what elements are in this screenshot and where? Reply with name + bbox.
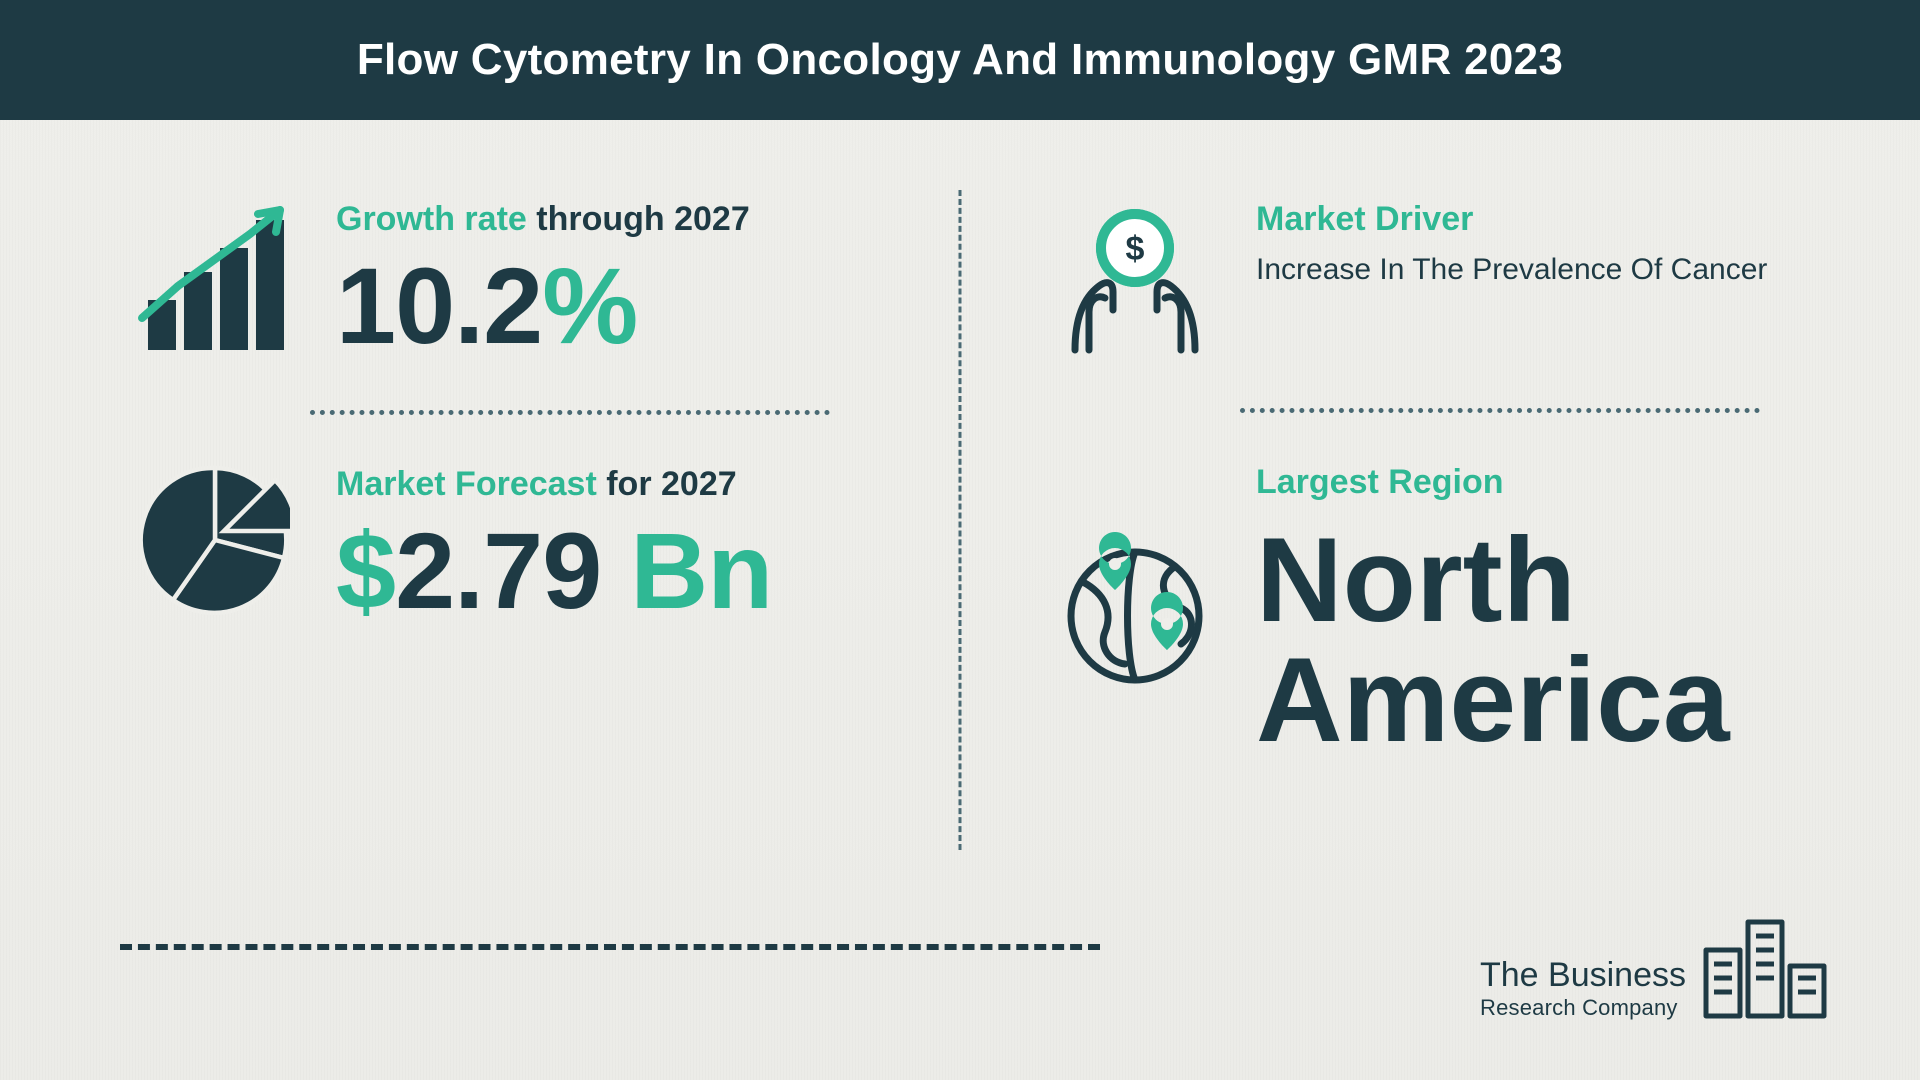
forecast-suffix: Bn bbox=[630, 510, 772, 631]
globe-pins-icon bbox=[1050, 532, 1220, 692]
svg-text:$: $ bbox=[1126, 230, 1145, 268]
content-grid: Growth rate through 2027 10.2% bbox=[0, 120, 1920, 800]
forecast-label-accent: Market Forecast bbox=[336, 465, 597, 503]
pie-chart-icon bbox=[130, 465, 300, 615]
region-value: NorthAmerica bbox=[1256, 520, 1790, 760]
logo-line-2: Research Company bbox=[1480, 995, 1686, 1020]
driver-label: Market Driver bbox=[1256, 200, 1790, 239]
forecast-label-muted: for 2027 bbox=[606, 465, 736, 503]
company-logo: The Business Research Company bbox=[1480, 910, 1830, 1020]
growth-number: 10.2 bbox=[336, 245, 542, 366]
left-column: Growth rate through 2027 10.2% bbox=[120, 180, 920, 800]
driver-text: Increase In The Prevalence Of Cancer bbox=[1256, 253, 1790, 287]
logo-buildings-icon bbox=[1700, 910, 1830, 1020]
growth-chart-icon bbox=[130, 200, 300, 360]
left-dots-divider bbox=[310, 410, 830, 415]
forecast-label: Market Forecast for 2027 bbox=[336, 465, 910, 504]
right-dots-divider bbox=[1240, 408, 1760, 413]
vertical-divider bbox=[959, 190, 962, 850]
growth-label-accent: Growth rate bbox=[336, 200, 527, 238]
page-title: Flow Cytometry In Oncology And Immunolog… bbox=[357, 35, 1563, 85]
growth-suffix: % bbox=[542, 245, 637, 366]
growth-value: 10.2% bbox=[336, 249, 910, 362]
forecast-value: $2.79 Bn bbox=[336, 514, 910, 627]
driver-cell: $ Market Driver Increase In The Prevalen… bbox=[1040, 180, 1800, 400]
forecast-prefix: $ bbox=[336, 510, 395, 631]
hands-dollar-icon: $ bbox=[1050, 200, 1220, 360]
growth-rate-cell: Growth rate through 2027 10.2% bbox=[120, 180, 920, 402]
logo-line-1: The Business bbox=[1480, 956, 1686, 995]
right-column: $ Market Driver Increase In The Prevalen… bbox=[1000, 180, 1800, 800]
region-label: Largest Region bbox=[1256, 463, 1790, 502]
header-bar: Flow Cytometry In Oncology And Immunolog… bbox=[0, 0, 1920, 120]
forecast-cell: Market Forecast for 2027 $2.79 Bn bbox=[120, 445, 920, 667]
forecast-number: 2.79 bbox=[395, 510, 601, 631]
growth-label: Growth rate through 2027 bbox=[336, 200, 910, 239]
region-cell: Largest Region NorthAmerica bbox=[1040, 443, 1800, 800]
growth-label-muted: through 2027 bbox=[536, 200, 749, 238]
footer-dash bbox=[120, 944, 1100, 950]
